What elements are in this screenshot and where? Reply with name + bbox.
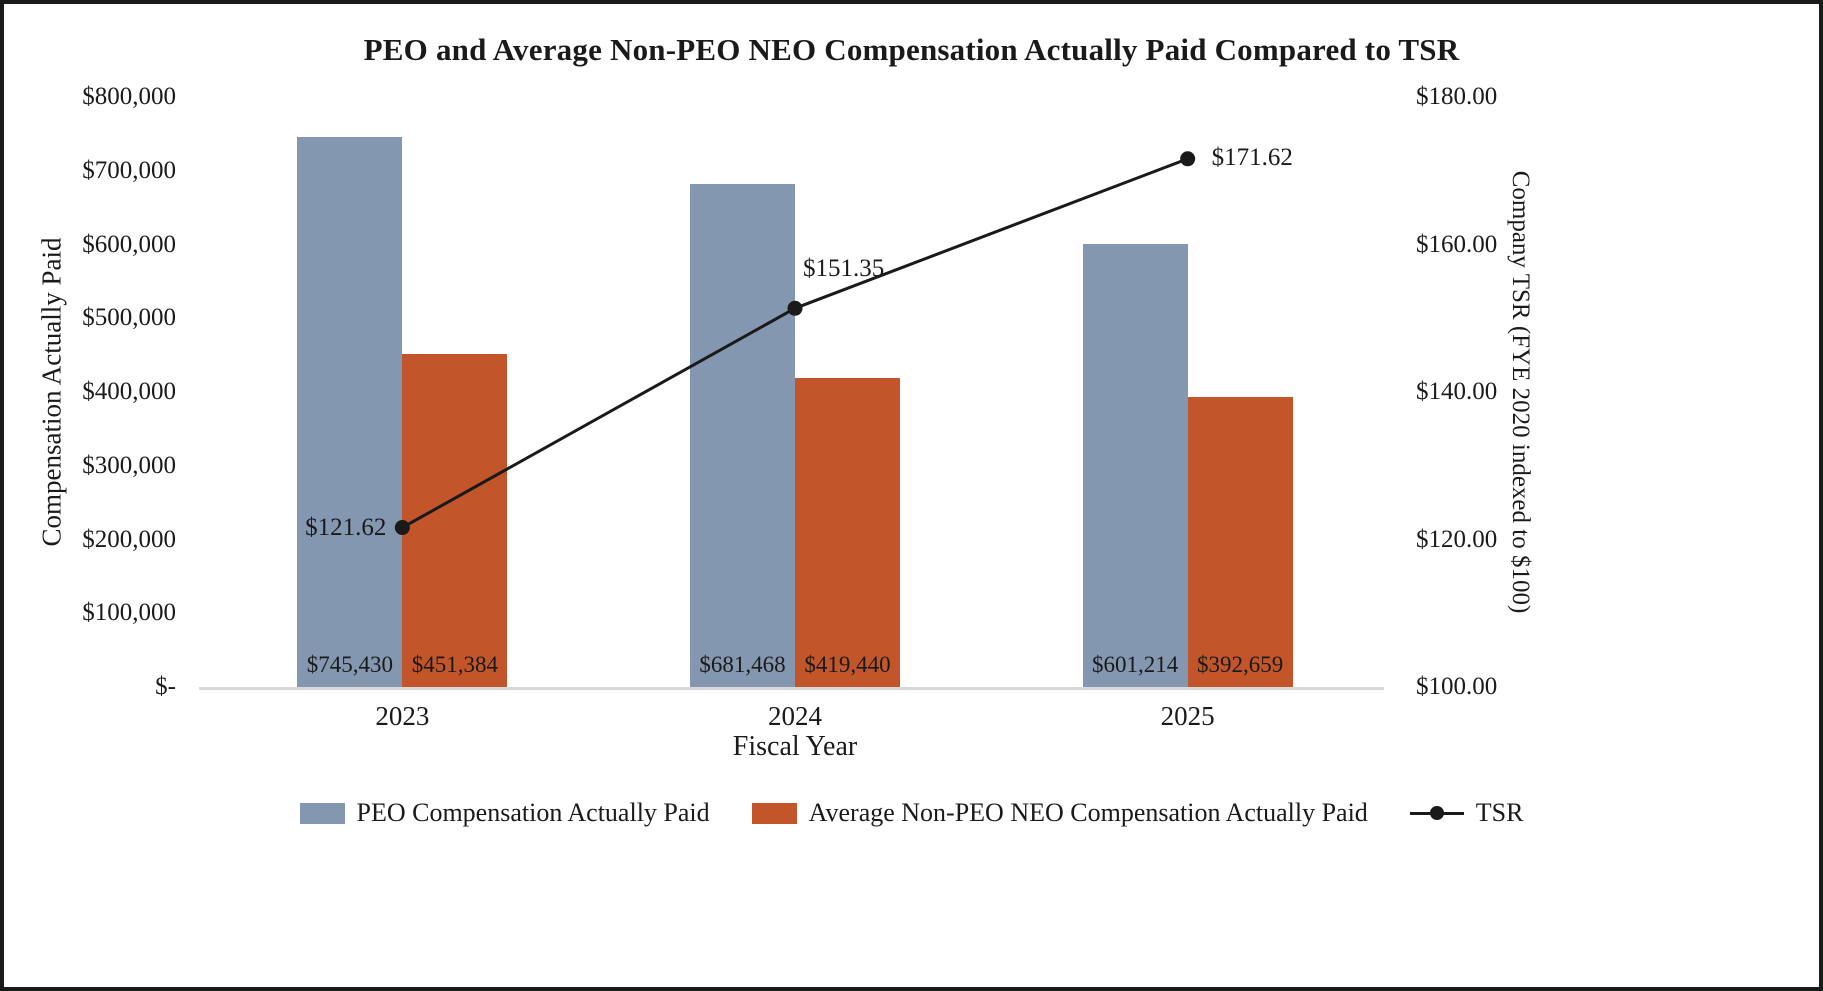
legend-swatch-tsr-line-marker-icon	[1409, 806, 1464, 820]
legend-label-peo: PEO Compensation Actually Paid	[356, 798, 710, 827]
bar-value-label: $451,384	[411, 652, 498, 677]
y-axis-tick-label: $700,000	[82, 156, 176, 184]
y-axis-tick-label: $400,000	[82, 378, 176, 405]
category-label: 2023	[375, 701, 430, 731]
tsr-point-label: $171.62	[1211, 143, 1293, 171]
bar-neo-2025	[1187, 397, 1293, 687]
legend-item-neo: Average Non-PEO NEO Compensation Actuall…	[751, 798, 1368, 828]
legend-label-neo: Average Non-PEO NEO Compensation Actuall…	[808, 798, 1368, 827]
y-axis-tick-label: $500,000	[82, 304, 176, 332]
secondary-y-axis-tick-label: $180.00	[1416, 83, 1498, 110]
y-axis-tick-label: $600,000	[82, 230, 176, 258]
tsr-point-marker	[1180, 151, 1196, 167]
legend-item-tsr: TSR	[1409, 798, 1524, 828]
bar-neo-2024	[795, 377, 900, 687]
secondary-y-axis-tick-label: $160.00	[1416, 230, 1498, 258]
bar-value-label: $419,440	[804, 652, 891, 677]
bar-neo-2023	[402, 354, 508, 687]
y-axis-tick-label: $100,000	[82, 599, 176, 627]
bar-value-label: $745,430	[306, 652, 393, 677]
bar-value-label: $681,468	[699, 652, 786, 677]
y-axis-tick-label: $200,000	[82, 525, 176, 553]
bar-value-label: $601,214	[1092, 652, 1179, 677]
legend-swatch-neo	[751, 802, 797, 824]
bar-peo-2023	[297, 137, 403, 687]
bar-value-label: $392,659	[1197, 652, 1284, 677]
category-label: 2025	[1160, 701, 1215, 731]
right-axis-title: Company TSR (FYE 2020 indexed to $100)	[1507, 170, 1534, 614]
bar-peo-2024	[690, 184, 795, 687]
y-axis-tick-label: $800,000	[82, 83, 176, 110]
x-axis-title: Fiscal Year	[732, 731, 858, 762]
legend-label-tsr: TSR	[1475, 798, 1524, 827]
y-axis-tick-label: $-	[155, 673, 176, 700]
x-axis-line	[199, 687, 1384, 690]
category-label: 2024	[768, 701, 822, 731]
secondary-y-axis-tick-label: $140.00	[1416, 378, 1498, 405]
secondary-y-axis-tick-label: $100.00	[1416, 673, 1498, 700]
bar-peo-2025	[1082, 243, 1188, 687]
y-axis-tick-label: $300,000	[82, 451, 176, 479]
legend-swatch-peo	[299, 802, 345, 824]
tsr-point-label: $151.35	[803, 255, 885, 283]
legend: PEO Compensation Actually Paid Average N…	[4, 794, 1819, 832]
legend-item-peo: PEO Compensation Actually Paid	[299, 798, 710, 828]
secondary-y-axis-tick-label: $120.00	[1416, 525, 1498, 553]
tsr-line	[394, 151, 1196, 536]
tsr-point-label: $121.62	[305, 513, 387, 541]
chart-title: PEO and Average Non-PEO NEO Compensation…	[363, 32, 1460, 67]
